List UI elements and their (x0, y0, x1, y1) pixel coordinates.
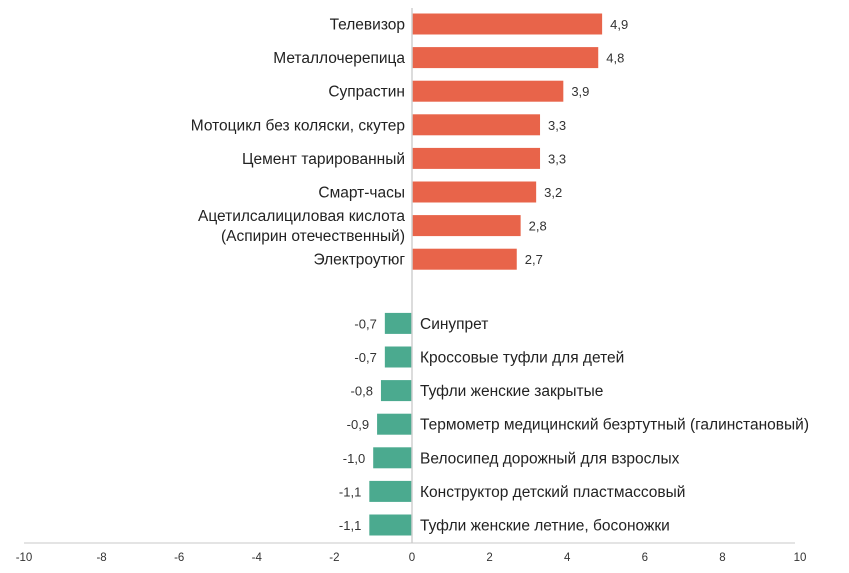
x-tick-label: 8 (719, 552, 725, 564)
x-tick-label: 10 (794, 552, 807, 564)
category-label: Кроссовые туфли для детей (420, 350, 624, 367)
bar (377, 413, 412, 435)
category-labels: 4,9 Телевизор 4,8 Металлочерепица 3,9 Супраст… (191, 17, 809, 535)
bar (412, 147, 541, 169)
category-label: Электроутюг (313, 252, 405, 269)
x-tick-label: 2 (486, 552, 492, 564)
bar (412, 215, 521, 237)
data-label: 4,8 (606, 51, 624, 66)
x-tick-label: -6 (174, 552, 184, 564)
x-tick-label: -8 (96, 552, 106, 564)
data-label: 3,9 (571, 84, 589, 99)
data-label: 2,7 (525, 252, 543, 267)
bar (369, 480, 412, 502)
bar (380, 380, 412, 402)
category-label: Цемент тарированный (242, 151, 405, 168)
bar (412, 114, 541, 136)
category-label: Мотоцикл без коляски, скутер (191, 117, 405, 134)
x-tick-label: 0 (409, 552, 415, 564)
x-axis-ticks: -10 -8 -6 -4 -2 0 2 4 6 8 10 (16, 552, 807, 564)
data-label: -0,9 (347, 417, 369, 432)
data-label: -0,8 (351, 384, 373, 399)
data-label: -1,0 (343, 451, 365, 466)
x-tick-label: 4 (564, 552, 571, 564)
category-label: Супрастин (328, 84, 405, 101)
bar (384, 346, 412, 368)
data-label: -0,7 (354, 316, 376, 331)
data-label: 3,2 (544, 185, 562, 200)
bar (412, 80, 564, 102)
bar (412, 13, 603, 35)
bars-group (369, 13, 603, 536)
data-label: -0,7 (354, 350, 376, 365)
data-label: 2,8 (529, 219, 547, 234)
category-label: Телевизор (330, 17, 405, 34)
category-label: Ацетилсалициловая кислота (Аспирин отечес… (198, 208, 405, 245)
category-label: Туфли женские летние, босоножки (420, 518, 670, 535)
category-label: Термометр медицинский безртутный (галинс… (420, 417, 809, 434)
bar (373, 447, 412, 469)
x-tick-label: -10 (16, 552, 33, 564)
category-label: Смарт-часы (318, 185, 405, 202)
bar (384, 312, 412, 334)
data-label: 3,3 (548, 118, 566, 133)
data-label: 4,9 (610, 17, 628, 32)
bar (412, 181, 537, 203)
bar (412, 47, 599, 69)
category-label: Синупрет (420, 316, 488, 333)
category-label: Велосипед дорожный для взрослых (420, 450, 680, 467)
category-label: Туфли женские закрытые (420, 383, 603, 400)
x-tick-label: -4 (252, 552, 263, 564)
bar (412, 248, 517, 270)
data-label: 3,3 (548, 151, 566, 166)
bar (369, 514, 412, 536)
x-tick-label: 6 (642, 552, 648, 564)
x-tick-label: -2 (329, 552, 339, 564)
category-label: Конструктор детский пластмассовый (420, 484, 685, 501)
data-label: -1,1 (339, 484, 361, 499)
category-label: Металлочерепица (273, 50, 405, 67)
data-label: -1,1 (339, 518, 361, 533)
